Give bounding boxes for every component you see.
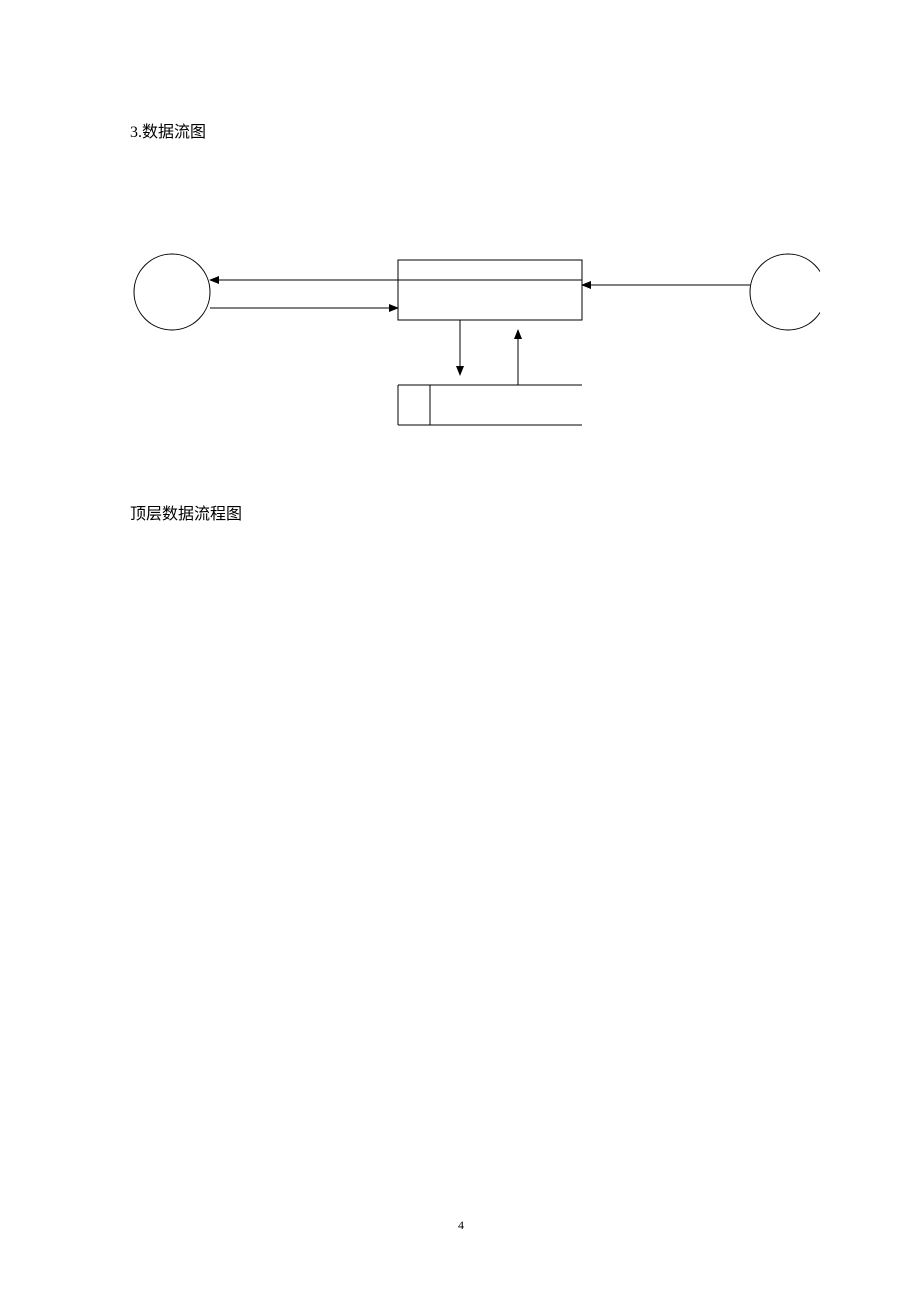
data-store: [398, 385, 582, 425]
diagram-caption: 顶层数据流程图: [130, 500, 242, 524]
page-container: 3.数据流图: [0, 0, 920, 1302]
process-box: [398, 260, 582, 320]
page-number: 4: [458, 1218, 464, 1233]
external-entity-left: [134, 254, 210, 330]
dataflow-diagram: [100, 220, 820, 440]
section-title: 3.数据流图: [130, 118, 206, 142]
external-entity-right: [750, 254, 820, 330]
